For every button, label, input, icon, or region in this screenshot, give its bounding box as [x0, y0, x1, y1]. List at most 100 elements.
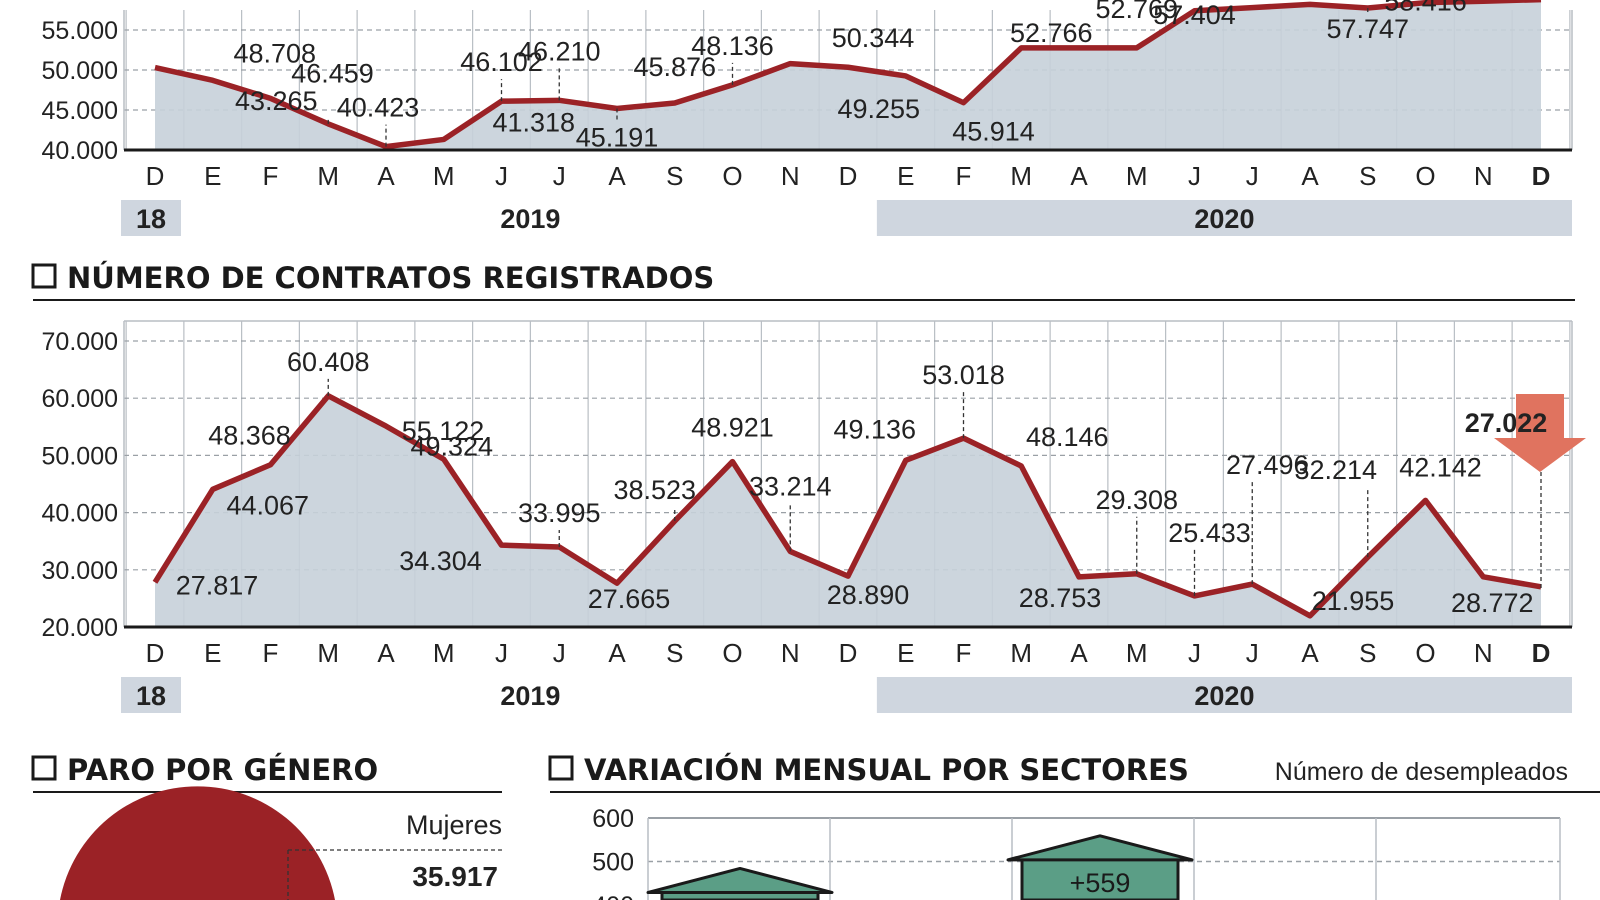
pie-value-label: 35.917	[412, 861, 498, 892]
data-label: 21.955	[1312, 586, 1395, 616]
data-label: 29.308	[1095, 485, 1178, 515]
y-tick-label: 50.000	[42, 442, 118, 470]
data-label: 44.067	[226, 490, 309, 520]
x-tick-label: D	[1532, 638, 1551, 668]
x-tick-label: D	[146, 161, 165, 191]
year-label: 2019	[500, 204, 560, 234]
x-tick-label: A	[1070, 161, 1088, 191]
x-tick-label: D	[839, 638, 858, 668]
x-tick-label: M	[433, 161, 455, 191]
area-fill	[155, 0, 1541, 150]
data-label: 48.146	[1026, 422, 1109, 452]
x-tick-label: S	[1359, 161, 1376, 191]
x-tick-label: S	[1359, 638, 1376, 668]
bar-value-label: +559	[1070, 868, 1131, 898]
y-tick-label: 50.000	[42, 57, 118, 85]
x-tick-label: F	[263, 161, 279, 191]
x-tick-label: M	[317, 161, 339, 191]
x-tick-label: E	[204, 638, 221, 668]
data-label: 48.708	[233, 38, 316, 68]
section-checkbox-icon	[31, 263, 57, 289]
x-tick-label: A	[608, 161, 626, 191]
data-label: 55.122	[402, 416, 485, 446]
x-tick-label: J	[1188, 638, 1201, 668]
y-tick-label: 20.000	[42, 614, 118, 642]
data-label: 41.318	[492, 107, 575, 137]
data-label: 57.747	[1326, 14, 1409, 44]
x-tick-label: M	[1010, 161, 1032, 191]
data-label: 34.304	[399, 546, 482, 576]
data-label-last: 27.022	[1465, 408, 1548, 438]
data-label: 42.142	[1399, 452, 1482, 482]
y-tick-label: 60.000	[42, 385, 118, 413]
year-label: 18	[136, 204, 166, 234]
y-tick-label: 70.000	[42, 328, 118, 356]
x-tick-label: E	[897, 161, 914, 191]
x-tick-label: S	[666, 161, 683, 191]
x-tick-label: M	[1126, 638, 1148, 668]
y-tick-label: 40.000	[42, 137, 118, 165]
data-label: 33.214	[749, 471, 832, 501]
chart-contratos: 70.000 60.000 50.000 40.000 30.000 20.000 27.8…	[42, 320, 1586, 713]
x-tick-label: F	[956, 638, 972, 668]
x-tick-label: M	[1010, 638, 1032, 668]
y-tick-label: 30.000	[42, 557, 118, 585]
data-label: 40.423	[337, 93, 420, 123]
year-label: 18	[136, 681, 166, 711]
x-tick-label: J	[1188, 161, 1201, 191]
year-band-2020	[876, 200, 1572, 236]
x-tick-label: F	[263, 638, 279, 668]
sectores-title: VARIACIÓN MENSUAL POR SECTORES	[584, 753, 1189, 787]
data-label: 49.255	[837, 94, 920, 124]
x-tick-label: A	[377, 161, 395, 191]
x-tick-label: N	[1474, 161, 1493, 191]
x-tick-label: D	[146, 638, 165, 668]
data-label: 46.210	[518, 36, 601, 66]
x-tick-label: J	[553, 161, 566, 191]
data-label: 27.665	[588, 584, 671, 614]
y-tick-label: 40.000	[42, 500, 118, 528]
data-label: 45.191	[576, 122, 659, 152]
chart-sectores: 600500400+484+559	[592, 805, 1561, 900]
data-label: 57.404	[1153, 0, 1236, 30]
y-tick-label: 45.000	[42, 97, 118, 125]
x-tick-label: J	[495, 161, 508, 191]
y-tick-label: 600	[592, 805, 634, 833]
data-label: 27.496	[1226, 450, 1309, 480]
x-tick-label: O	[722, 161, 742, 191]
x-tick-label: E	[204, 161, 221, 191]
sectores-ylabel: Número de desempleados	[1275, 758, 1568, 786]
data-label: 45.914	[952, 117, 1035, 147]
year-band-2018	[121, 677, 181, 713]
data-label: 48.136	[691, 31, 774, 61]
data-label: 48.368	[208, 421, 291, 451]
y-tick-label: 55.000	[42, 17, 118, 45]
data-label: 48.921	[691, 413, 774, 443]
data-label: 38.523	[613, 475, 696, 505]
data-label: 25.433	[1168, 518, 1251, 548]
data-label: 28.772	[1451, 588, 1534, 618]
data-label: 46.102	[460, 47, 543, 77]
genero-title: PARO POR GÉNERO	[67, 753, 378, 787]
data-label: 53.018	[922, 360, 1005, 390]
chart-desempleados: 55.000 50.000 45.000 40.000 48.70846.45943.2…	[42, 0, 1573, 236]
x-tick-label: O	[1415, 161, 1435, 191]
x-tick-label: D	[839, 161, 858, 191]
data-label: 46.459	[291, 58, 374, 88]
down-arrow-icon	[1494, 394, 1586, 472]
data-label: 43.265	[235, 86, 318, 116]
x-tick-label: A	[1070, 638, 1088, 668]
data-label: 60.408	[287, 347, 370, 377]
bar-roof	[1006, 834, 1194, 862]
data-label: 52.769	[1095, 0, 1178, 24]
x-tick-label: N	[1474, 638, 1493, 668]
year-band-2018	[121, 200, 181, 236]
section-checkbox-icon	[548, 755, 574, 781]
y-tick-label: 400	[592, 892, 634, 900]
data-label: 50.344	[832, 23, 915, 53]
data-label: 45.876	[633, 52, 716, 82]
x-tick-label: J	[1246, 161, 1259, 191]
x-tick-label: A	[608, 638, 626, 668]
x-tick-label: E	[897, 638, 914, 668]
